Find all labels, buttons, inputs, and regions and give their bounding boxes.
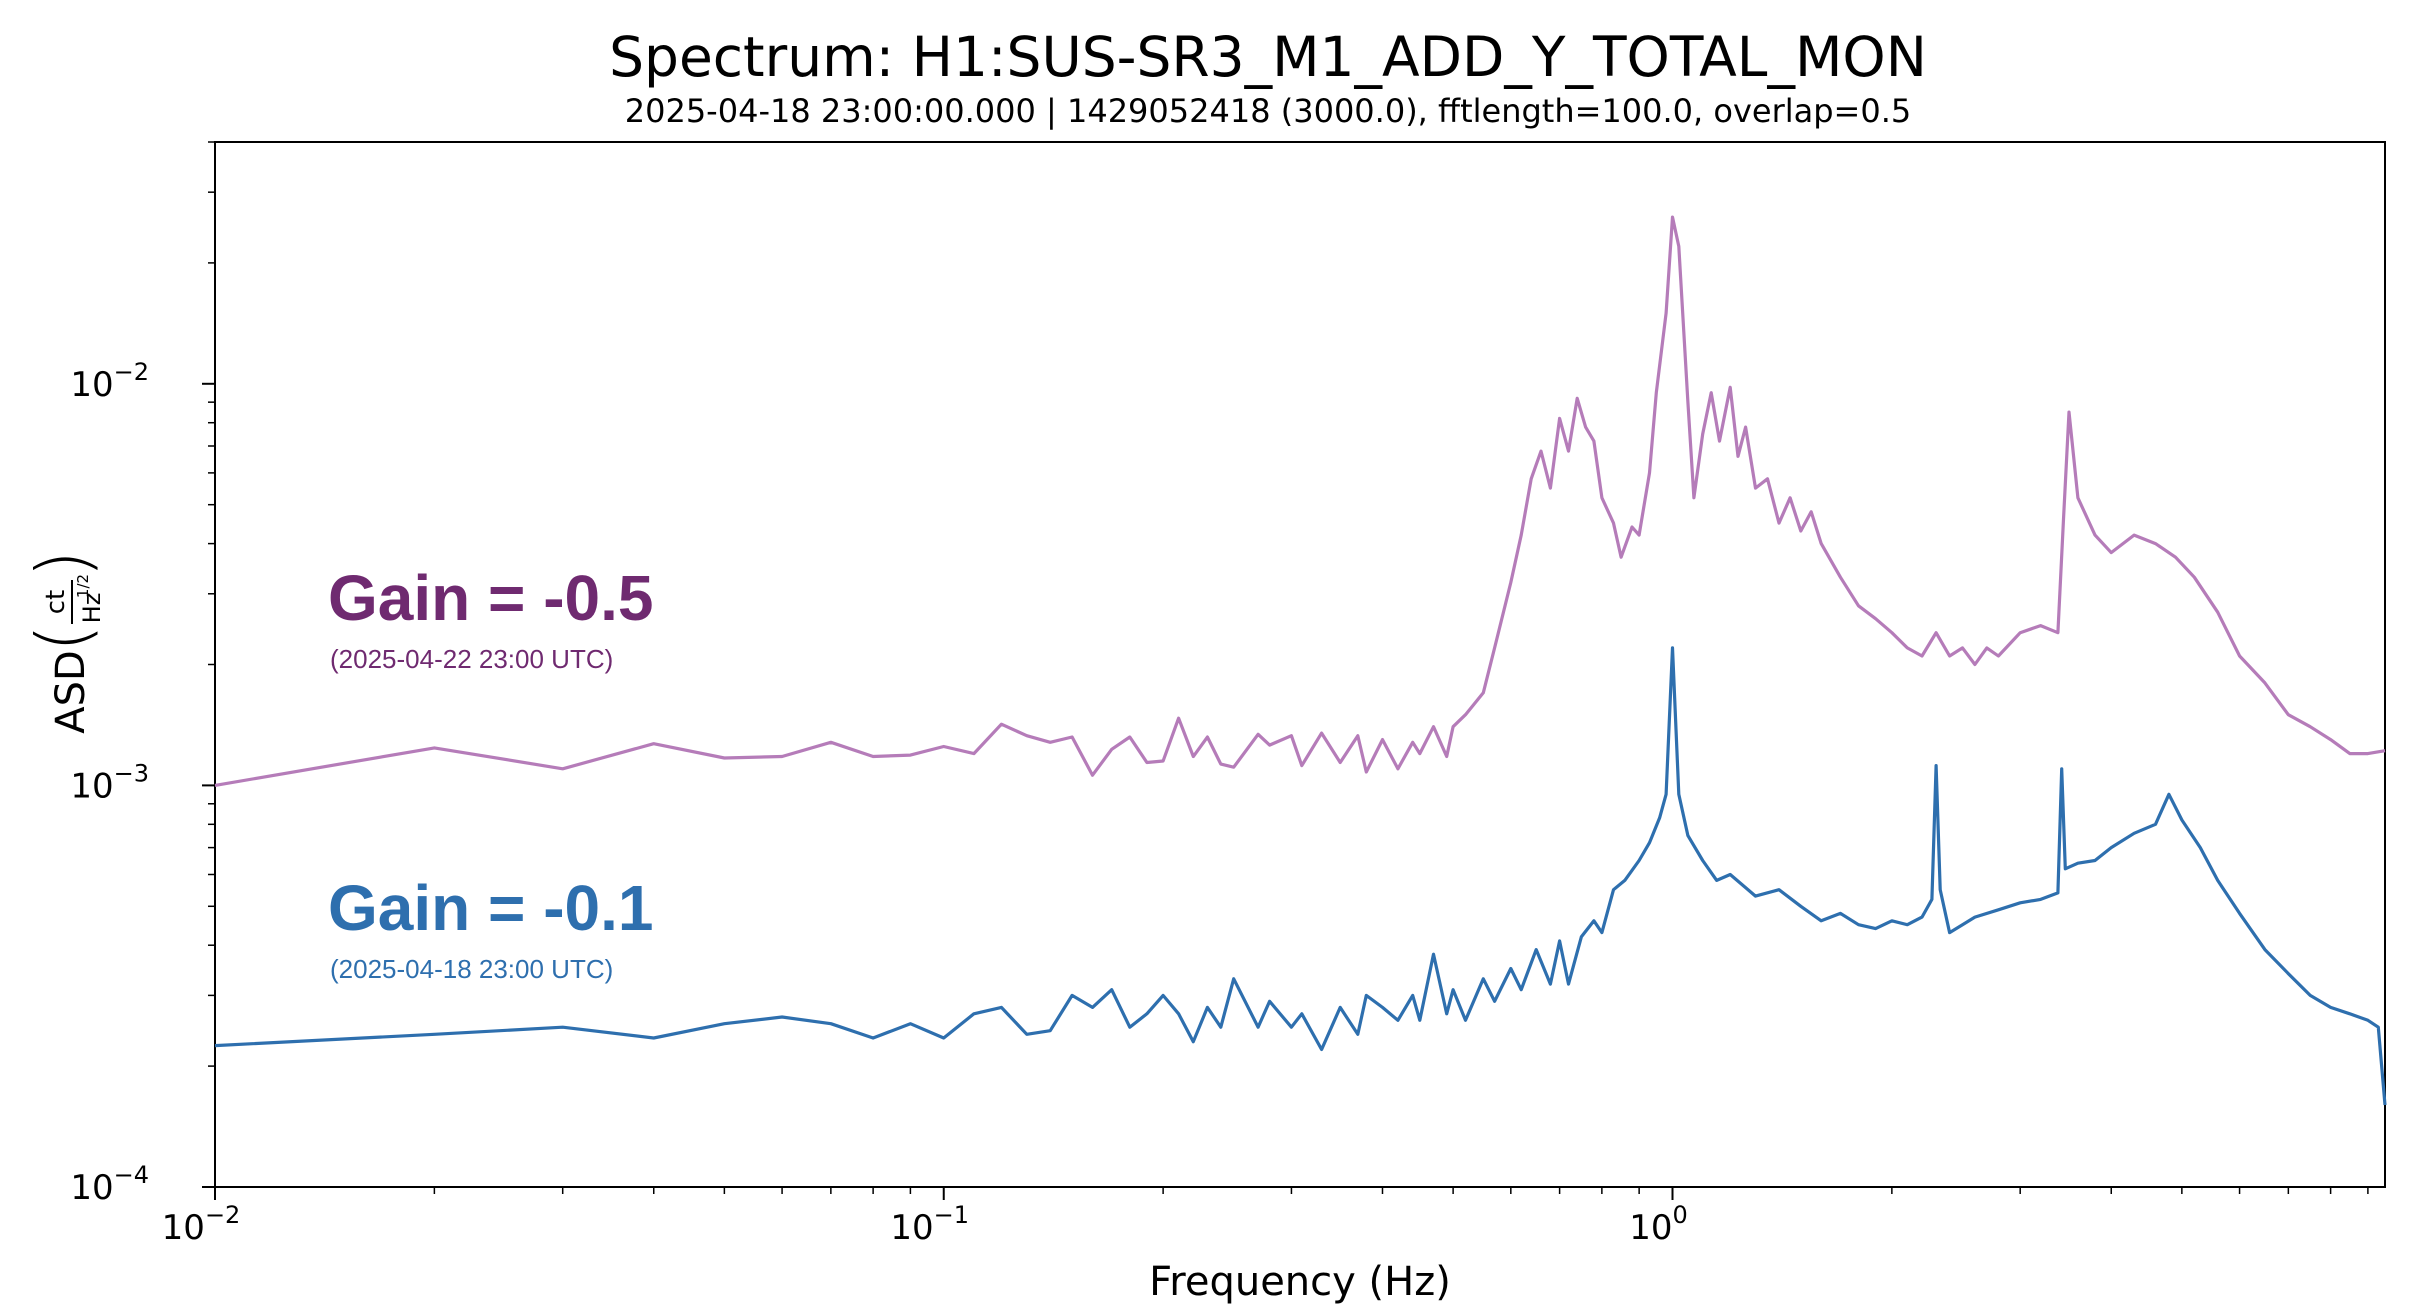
- series-line-gain-minus-0-1: [214, 646, 2387, 1106]
- y-unit-denominator-exponent: 1/2: [74, 574, 92, 598]
- y-unit-denominator: Hz: [78, 593, 106, 624]
- chart-title: Spectrum: H1:SUS-SR3_M1_ADD_Y_TOTAL_MON: [609, 25, 1927, 89]
- y-tick-label: 10−3: [70, 759, 149, 806]
- y-unit-numerator: ct: [41, 590, 71, 615]
- x-tick-label: 100: [1629, 1201, 1688, 1248]
- x-tick-label: 10−1: [890, 1201, 969, 1248]
- y-tick-label: 10−4: [70, 1161, 149, 1208]
- chart-subtitle: 2025-04-18 23:00:00.000 | 1429052418 (30…: [625, 92, 1912, 130]
- y-unit-right-paren: ): [21, 550, 105, 578]
- y-axis-label-text: ASD: [48, 650, 94, 734]
- gain-date-purple: (2025-04-22 23:00 UTC): [330, 644, 613, 674]
- gain-annotations: Gain = -0.5 (2025-04-22 23:00 UTC) Gain …: [328, 562, 653, 984]
- x-axis-label: Frequency (Hz): [1149, 1259, 1451, 1305]
- series-layer: [214, 215, 2387, 1106]
- gain-annotation-purple: Gain = -0.5: [328, 562, 653, 634]
- minor-ticks: [208, 141, 2369, 1194]
- major-ticks: [202, 382, 1674, 1200]
- gain-date-blue: (2025-04-18 23:00 UTC): [330, 954, 613, 984]
- x-tick-label: 10−2: [162, 1201, 241, 1248]
- y-axis-label: ASD ( ct Hz 1/2 ): [21, 550, 106, 734]
- y-unit-left-paren: (: [21, 624, 105, 652]
- gain-annotation-blue: Gain = -0.1: [328, 872, 653, 944]
- tick-labels: 10−2 10−1 100 10−4 10−3 10−2: [70, 358, 1687, 1248]
- series-line-gain-minus-0-5: [214, 215, 2386, 787]
- y-tick-label: 10−2: [70, 358, 149, 405]
